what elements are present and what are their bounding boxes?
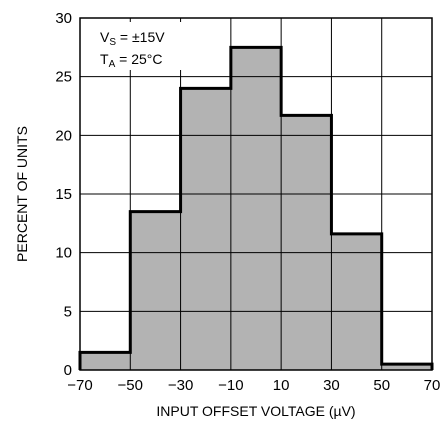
x-tick-labels: −70 −50 −30 −10 10 30 50 70 [67, 377, 440, 394]
y-tick-labels: 0 5 10 15 20 25 30 [55, 10, 72, 379]
y-tick-label: 20 [55, 127, 72, 144]
vs-value: = ±15V [116, 29, 165, 45]
histogram-bar [281, 115, 332, 371]
plot-frame [79, 17, 433, 371]
y-tick-label: 15 [55, 186, 72, 203]
histogram-outline-path [78, 45, 434, 370]
histogram-bar [230, 47, 282, 370]
annotation-background [90, 22, 200, 70]
x-tick-label: 50 [373, 377, 390, 394]
x-tick-label: 10 [273, 377, 290, 394]
x-tick-label: 30 [323, 377, 340, 394]
vs-subscript: S [109, 37, 116, 48]
x-tick-label: −70 [67, 377, 92, 394]
x-tick-label: −50 [118, 377, 143, 394]
ta-subscript: A [109, 59, 116, 70]
ambient-temperature-label: TA = 25°C [100, 51, 162, 70]
x-axis-label: INPUT OFFSET VOLTAGE (µV) [156, 403, 355, 419]
ta-symbol: T [100, 51, 109, 67]
histogram-bar [180, 88, 231, 371]
histogram-bar [331, 233, 382, 370]
x-tick-label: 70 [424, 377, 441, 394]
x-tick-label: −30 [168, 377, 193, 394]
y-tick-label: 30 [55, 10, 72, 27]
histogram-bar [80, 352, 131, 370]
histogram-bars [80, 47, 432, 371]
conditions-annotation: VS = ±15V TA = 25°C [90, 22, 200, 70]
histogram-bar [381, 364, 432, 370]
histogram-bar [130, 211, 181, 370]
histogram-outline [78, 45, 434, 370]
y-tick-label: 25 [55, 69, 72, 86]
y-tick-label: 0 [64, 362, 72, 379]
y-axis-label: PERCENT OF UNITS [14, 126, 30, 262]
ta-value: = 25°C [115, 51, 162, 67]
x-tick-label: −10 [218, 377, 243, 394]
supply-voltage-label: VS = ±15V [100, 29, 165, 48]
vs-symbol: V [100, 29, 110, 45]
y-tick-label: 5 [64, 303, 72, 320]
y-tick-label: 10 [55, 245, 72, 262]
